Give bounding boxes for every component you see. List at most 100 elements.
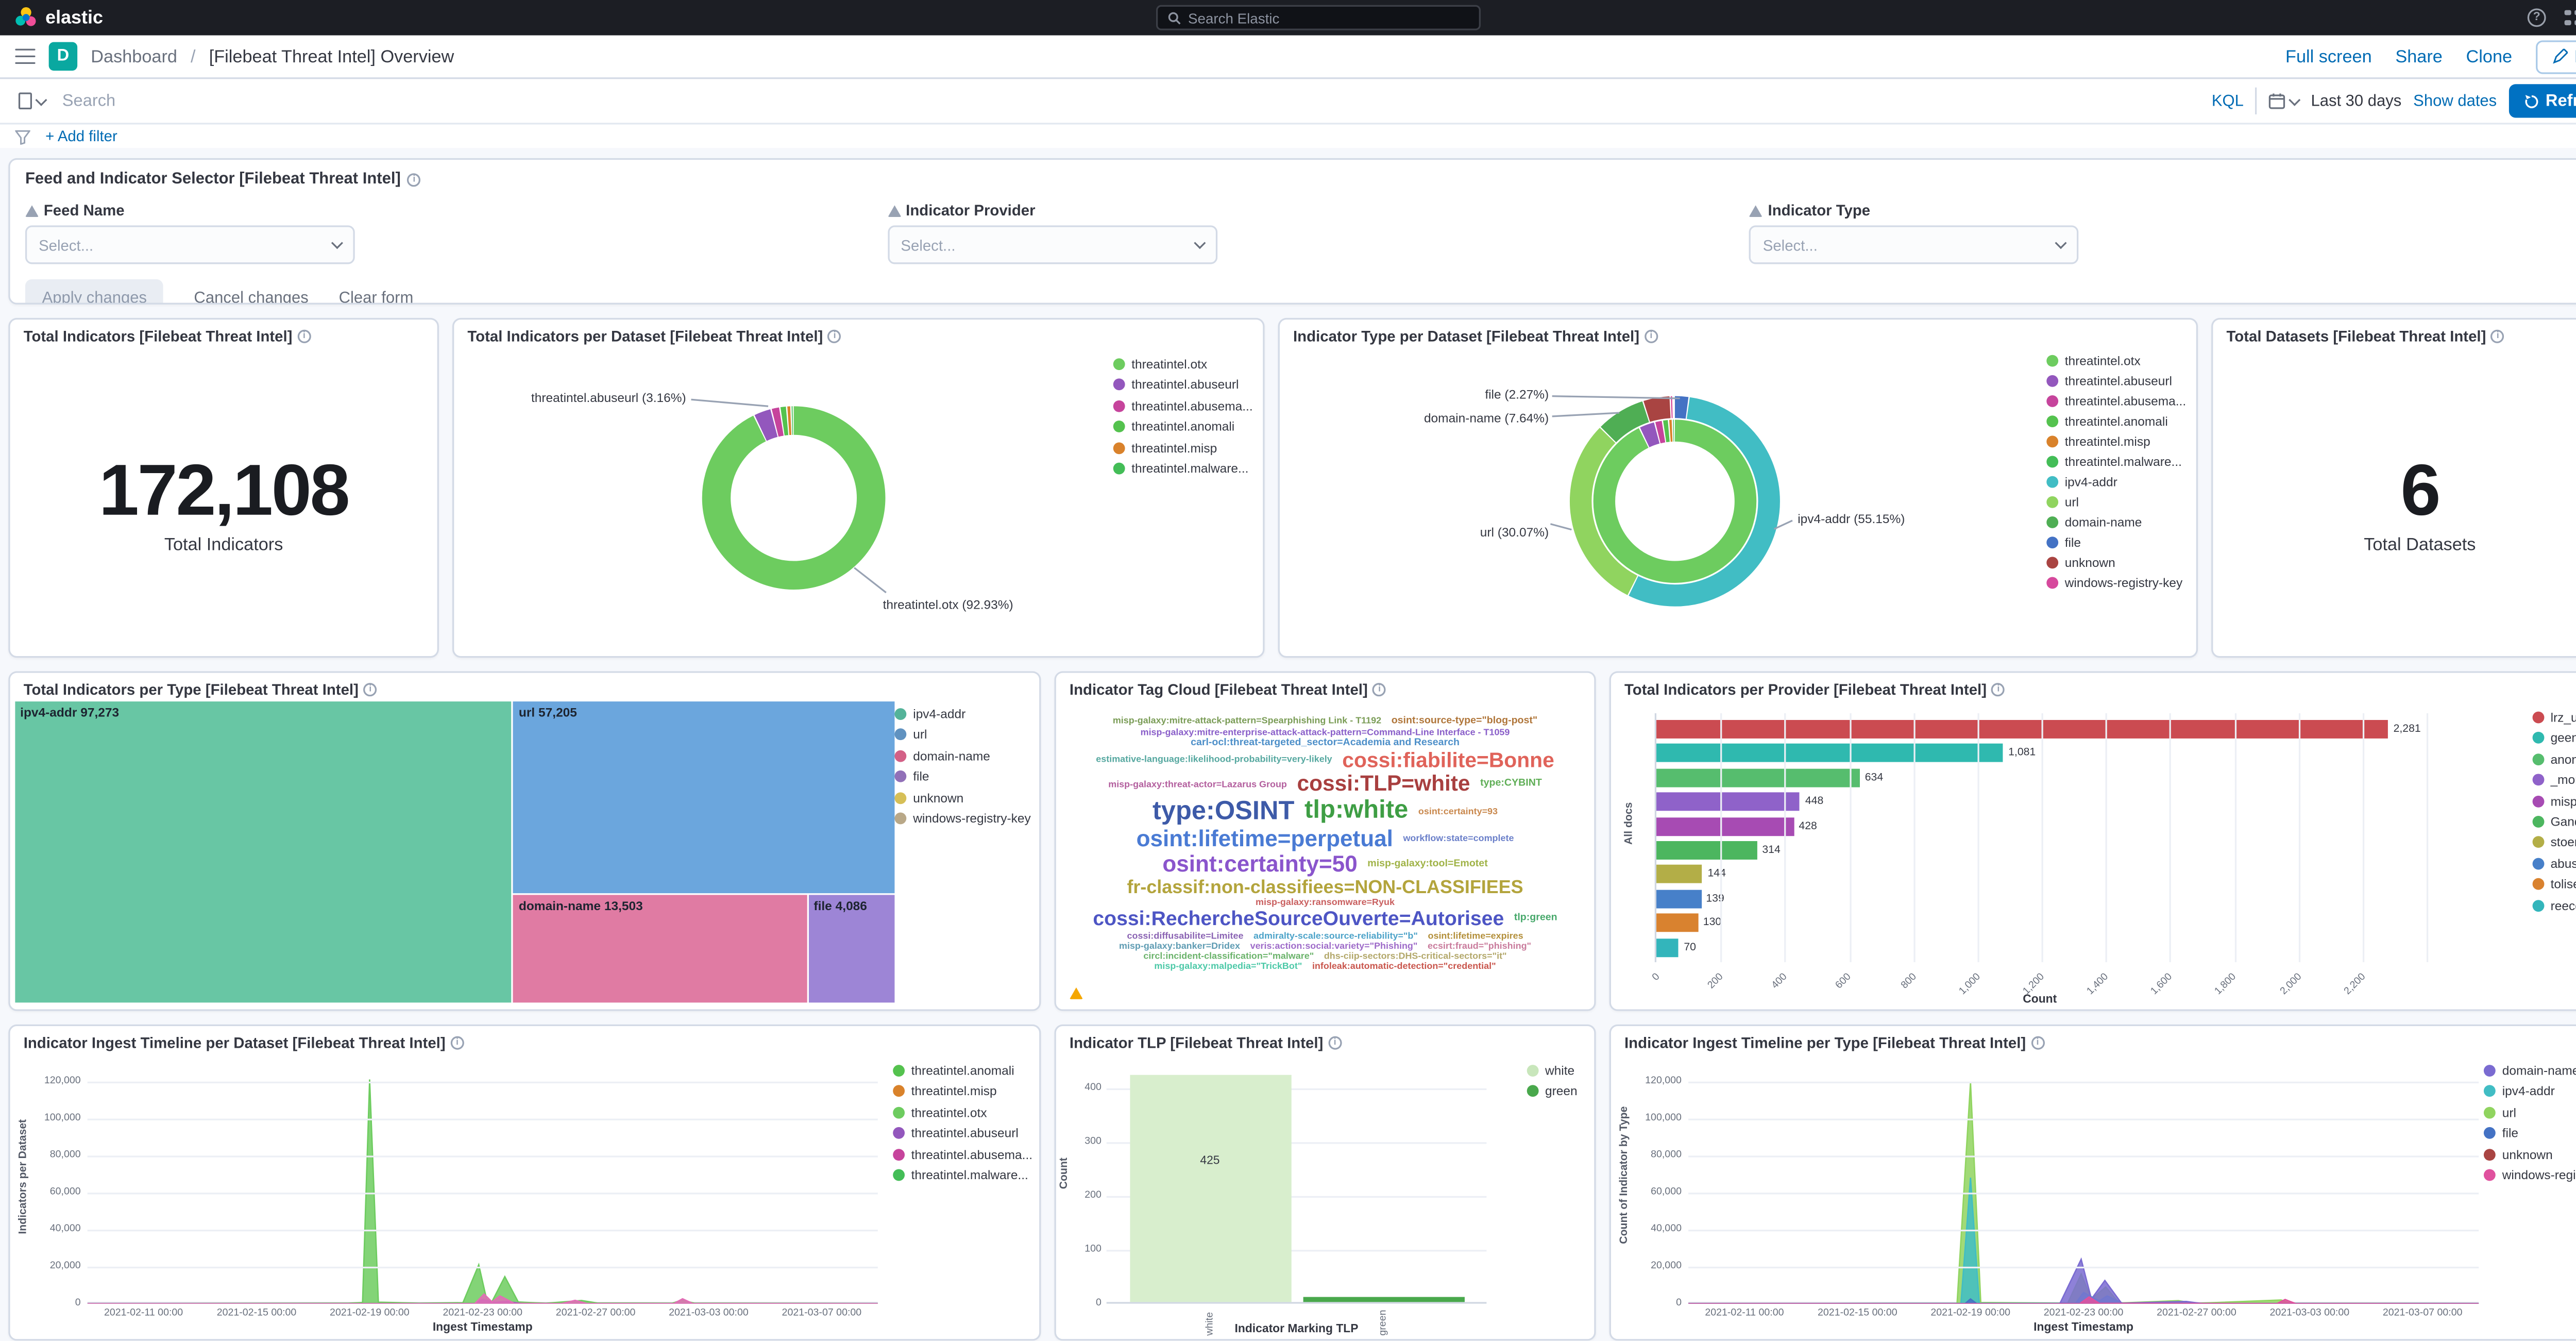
tag-word[interactable]: type:OSINT bbox=[1152, 797, 1295, 826]
warning-icon[interactable] bbox=[1069, 987, 1083, 999]
legend-item[interactable]: file bbox=[2046, 535, 2186, 550]
pie-slice-ipv4-addr[interactable] bbox=[1569, 396, 1780, 607]
tag-word[interactable]: tlp:white bbox=[1304, 796, 1409, 825]
legend-item[interactable]: anonymous bbox=[2532, 751, 2576, 767]
legend-item[interactable]: ipv4-addr bbox=[894, 707, 1030, 722]
tag-word[interactable]: osint:certainty=50 bbox=[1162, 852, 1358, 878]
feed-name-select[interactable]: Select... bbox=[25, 225, 355, 264]
bar-misp[interactable] bbox=[1656, 816, 1794, 835]
saved-query-menu[interactable] bbox=[13, 92, 50, 110]
legend-item[interactable]: threatintel.malware... bbox=[1113, 461, 1252, 476]
kql-toggle[interactable]: KQL bbox=[2211, 91, 2244, 110]
bar-lrz_urlhaus[interactable] bbox=[1656, 719, 2388, 739]
bar-Gandylyan1[interactable] bbox=[1656, 841, 1757, 860]
pie-slice-threatintel.otx[interactable] bbox=[702, 406, 886, 590]
legend-item[interactable]: threatintel.anomali bbox=[2046, 414, 2186, 429]
legend-item[interactable]: stoerchl bbox=[2532, 835, 2576, 850]
pie-slice-url[interactable] bbox=[1569, 396, 1780, 607]
treemap-tile-file[interactable]: file 4,086 bbox=[808, 894, 895, 1003]
time-range-value[interactable]: Last 30 days bbox=[2311, 91, 2402, 110]
tag-word[interactable]: type:CYBINT bbox=[1480, 779, 1542, 790]
tag-word[interactable]: misp-galaxy:mitre-attack-pattern=Spearph… bbox=[1112, 716, 1382, 727]
tag-word[interactable]: fr-classif:non-classifiees=NON-CLASSIFIE… bbox=[1127, 877, 1523, 898]
legend-item[interactable]: threatintel.malware... bbox=[892, 1167, 1032, 1182]
legend-item[interactable]: green bbox=[1527, 1084, 1578, 1099]
breadcrumb-dashboard[interactable]: Dashboard bbox=[91, 46, 177, 66]
legend-item[interactable]: threatintel.otx bbox=[1113, 357, 1252, 372]
legend-item[interactable]: unknown bbox=[2046, 555, 2186, 570]
info-icon[interactable] bbox=[297, 329, 311, 343]
bar-anonymous[interactable] bbox=[1656, 768, 1860, 787]
edit-button[interactable]: Edit bbox=[2535, 39, 2576, 73]
info-icon[interactable] bbox=[1328, 1036, 1342, 1050]
share-button[interactable]: Share bbox=[2395, 46, 2443, 66]
bar-stoerchl[interactable] bbox=[1656, 865, 1703, 884]
indicator-provider-select[interactable]: Select... bbox=[887, 225, 1217, 264]
legend-item[interactable]: threatintel.abusema... bbox=[2046, 394, 2186, 409]
tag-word[interactable]: tlp:green bbox=[1514, 914, 1557, 925]
legend-item[interactable]: url bbox=[2046, 495, 2186, 510]
legend-item[interactable]: threatintel.abuseurl bbox=[2046, 374, 2186, 389]
legend-item[interactable]: threatintel.abuseurl bbox=[1113, 377, 1252, 393]
legend-item[interactable]: domain-name bbox=[2046, 515, 2186, 530]
info-icon[interactable] bbox=[1372, 683, 1386, 697]
tag-word[interactable]: admiralty-scale:source-reliability="b" bbox=[1253, 931, 1418, 942]
legend-item[interactable]: url bbox=[894, 727, 1030, 743]
info-icon[interactable] bbox=[828, 329, 842, 343]
date-picker-button[interactable] bbox=[2269, 93, 2301, 110]
tag-word[interactable]: osint:source-type="blog-post" bbox=[1391, 716, 1538, 727]
legend-item[interactable]: file bbox=[894, 769, 1030, 784]
info-icon[interactable] bbox=[2030, 1036, 2045, 1050]
filter-icon[interactable] bbox=[15, 129, 30, 144]
legend-item[interactable]: threatintel.abusema... bbox=[1113, 398, 1253, 413]
tag-word[interactable]: cossi:TLP=white bbox=[1297, 771, 1470, 797]
legend-item[interactable]: threatintel.anomali bbox=[1113, 419, 1252, 434]
tag-word[interactable]: osint:certainty=93 bbox=[1418, 807, 1498, 817]
tag-word[interactable]: cossi:diffusabilite=Limitee bbox=[1127, 931, 1244, 942]
tag-word[interactable]: misp-galaxy:tool=Emotet bbox=[1367, 859, 1488, 869]
info-icon[interactable] bbox=[363, 683, 377, 697]
query-search-input[interactable] bbox=[62, 91, 2200, 110]
legend-item[interactable]: threatintel.misp bbox=[892, 1084, 1032, 1099]
legend-item[interactable]: reecdeep bbox=[2532, 897, 2576, 913]
bar-reecdeep[interactable] bbox=[1656, 937, 1679, 957]
bar-geenensp[interactable] bbox=[1656, 744, 2004, 763]
legend-item[interactable]: threatintel.anomali bbox=[892, 1063, 1032, 1078]
tag-word[interactable]: workflow:state=complete bbox=[1403, 834, 1514, 845]
legend-item[interactable]: threatintel.otx bbox=[2046, 353, 2186, 368]
treemap-tile-domain-name[interactable]: domain-name 13,503 bbox=[514, 894, 807, 1003]
legend-item[interactable]: domain-name bbox=[894, 748, 1030, 763]
tag-word[interactable]: misp-galaxy:malpedia="TrickBot" bbox=[1154, 962, 1302, 973]
tag-word[interactable]: misp-galaxy:threat-actor=Lazarus Group bbox=[1108, 780, 1287, 790]
tag-word[interactable]: ecsirt:fraud="phishing" bbox=[1427, 941, 1532, 952]
legend-item[interactable]: geenensp bbox=[2532, 731, 2576, 746]
legend-item[interactable]: ipv4-addr bbox=[2046, 474, 2186, 490]
legend-item[interactable]: windows-registry-key bbox=[2483, 1167, 2576, 1182]
show-dates-button[interactable]: Show dates bbox=[2413, 91, 2497, 110]
legend-item[interactable]: unknown bbox=[2483, 1147, 2576, 1162]
clear-form-button[interactable]: Clear form bbox=[338, 288, 414, 305]
legend-item[interactable]: file bbox=[2483, 1126, 2576, 1141]
legend-item[interactable]: unknown bbox=[894, 790, 1030, 805]
legend-item[interactable]: windows-registry-key bbox=[2046, 575, 2186, 591]
tag-word[interactable]: osint:lifetime=expires bbox=[1428, 931, 1523, 942]
legend-item[interactable]: misp bbox=[2532, 793, 2576, 809]
cancel-changes-button[interactable]: Cancel changes bbox=[194, 288, 309, 305]
legend-item[interactable]: url bbox=[2483, 1105, 2576, 1120]
tag-word[interactable]: misp-galaxy:mitre-enterprise-attack-atta… bbox=[1140, 727, 1510, 738]
pie-slice-threatintel.otx[interactable] bbox=[1593, 420, 1757, 583]
global-search[interactable] bbox=[1156, 5, 1481, 30]
global-search-input[interactable] bbox=[1188, 9, 1469, 26]
bar-tolisec[interactable] bbox=[1656, 913, 1698, 932]
legend-item[interactable]: _morepoints bbox=[2532, 773, 2576, 787]
info-icon[interactable] bbox=[407, 172, 421, 186]
legend-item[interactable]: threatintel.malware... bbox=[2046, 454, 2186, 470]
info-icon[interactable] bbox=[1644, 329, 1658, 343]
bar-abuse_ch[interactable] bbox=[1656, 889, 1701, 908]
help-icon[interactable]: ? bbox=[2527, 8, 2546, 27]
info-icon[interactable] bbox=[2491, 329, 2505, 343]
legend-item[interactable]: white bbox=[1527, 1063, 1578, 1078]
full-screen-button[interactable]: Full screen bbox=[2285, 46, 2372, 66]
legend-item[interactable]: domain-name bbox=[2483, 1063, 2576, 1078]
tag-word[interactable]: misp-galaxy:ransomware=Ryuk bbox=[1256, 898, 1395, 909]
